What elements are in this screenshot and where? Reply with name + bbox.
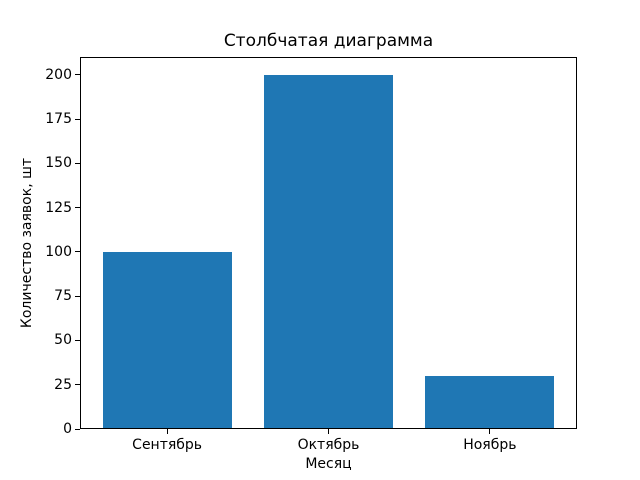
y-tick-mark [75,162,80,164]
y-tick-mark [75,384,80,386]
y-tick-label: 25 [54,376,72,393]
x-tick-mark [328,429,329,434]
x-tick-label: Ноябрь [463,437,517,453]
bar [263,74,394,429]
y-tick-mark [75,118,80,120]
y-tick-mark [75,251,80,253]
y-tick-mark [75,74,80,76]
bar [102,251,232,429]
y-tick-label: 75 [54,288,72,305]
bar [425,375,555,429]
x-tick-label: Сентябрь [132,437,203,453]
y-tick-label: 50 [54,332,72,349]
x-tick-label: Октябрь [297,437,360,453]
y-tick-label: 150 [45,155,72,172]
y-tick-mark [75,428,80,430]
y-tick-mark [75,339,80,341]
x-axis-label: Месяц [305,456,352,472]
x-tick-mark [489,429,491,434]
y-tick-label: 200 [45,66,72,83]
y-tick-mark [75,207,80,209]
x-tick-mark [166,429,168,434]
y-tick-label: 0 [63,421,72,437]
y-tick-mark [75,295,80,297]
chart-title: Столбчатая диаграмма [223,31,434,51]
y-tick-label: 100 [45,243,72,260]
y-tick-label: 175 [45,111,72,127]
y-tick-label: 125 [45,199,72,216]
